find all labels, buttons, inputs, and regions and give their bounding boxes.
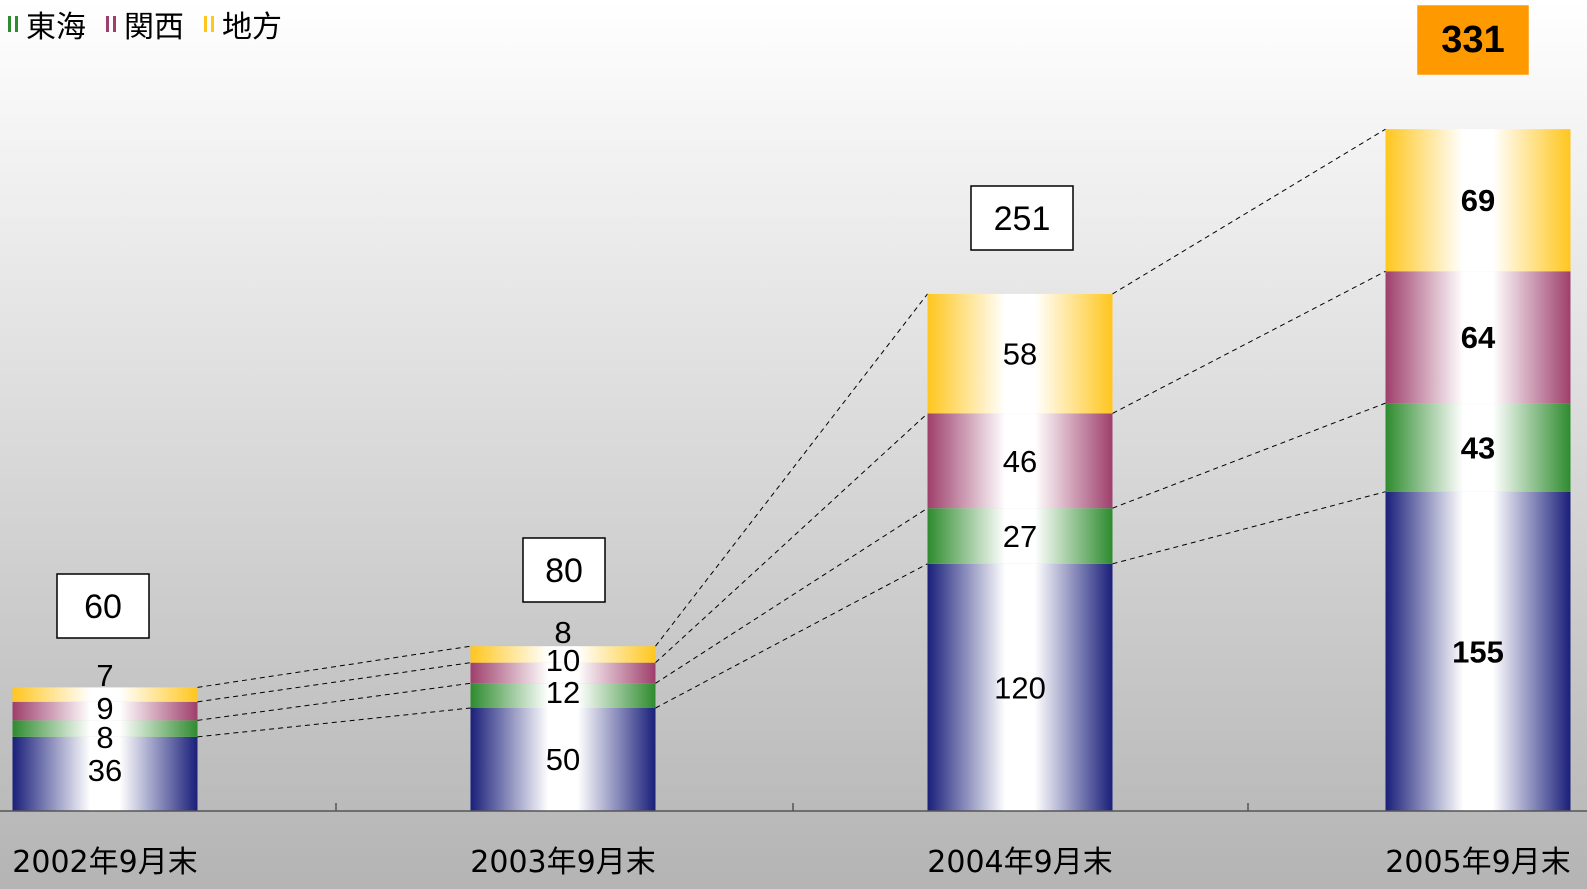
total-label-3: 251 xyxy=(994,200,1051,238)
connector-chiho-3 xyxy=(1112,128,1386,295)
value-label-kansai-2: 10 xyxy=(546,643,580,678)
value-label-chiho-3: 58 xyxy=(1003,337,1037,372)
legend-swatch-kansai xyxy=(106,16,116,32)
category-label-3: 2004年9月末 xyxy=(927,845,1112,880)
bar-segment-chiho-4 xyxy=(1385,129,1571,272)
value-label-chiho-1: 7 xyxy=(96,658,113,693)
bar-segment-kansai-4 xyxy=(1385,271,1571,404)
bar-segment-tokai-4 xyxy=(1385,403,1571,492)
bars-layer xyxy=(12,129,1571,811)
value-label-tokai-1: 8 xyxy=(96,720,113,755)
value-label-chiho-4: 69 xyxy=(1461,183,1495,218)
value-label-tokai-4: 43 xyxy=(1461,430,1495,465)
value-label-tokai-3: 27 xyxy=(1003,519,1037,554)
connector-base-2 xyxy=(655,563,928,709)
connector-kansai-1 xyxy=(197,662,471,703)
legend-label-kansai: 関西 xyxy=(124,10,184,45)
connector-kansai-2 xyxy=(655,413,928,664)
connector-kansai-3 xyxy=(1112,270,1386,414)
connector-base-1 xyxy=(197,707,471,738)
connector-chiho-2 xyxy=(655,293,928,647)
bar-segment-base-4 xyxy=(1385,491,1571,811)
value-label-base-3: 120 xyxy=(994,670,1046,705)
legend-item-tokai: 東海 xyxy=(8,2,86,46)
connector-base-3 xyxy=(1112,491,1386,565)
value-label-kansai-1: 9 xyxy=(96,691,113,726)
bar-segment-tokai-2 xyxy=(470,683,656,708)
connector-tokai-3 xyxy=(1112,402,1386,509)
bar-segment-base-3 xyxy=(927,563,1113,811)
labels-layer: 36897602002年9月末5012108802003年9月末12027465… xyxy=(12,5,1571,880)
x-axis-ticks xyxy=(335,803,1249,811)
total-box-4 xyxy=(1417,5,1529,75)
legend-swatch-tokai xyxy=(8,16,18,32)
total-box-3 xyxy=(970,185,1074,251)
bar-segment-kansai-3 xyxy=(927,413,1113,509)
total-label-1: 60 xyxy=(84,588,122,626)
category-label-4: 2005年9月末 xyxy=(1385,845,1570,880)
bar-segment-base-2 xyxy=(470,708,656,811)
connector-lines xyxy=(197,128,1386,738)
bar-segment-chiho-1 xyxy=(12,687,198,702)
connector-chiho-1 xyxy=(197,645,471,688)
connector-tokai-1 xyxy=(197,682,471,721)
legend: 東海 関西 地方 xyxy=(8,2,282,46)
category-label-1: 2002年9月末 xyxy=(12,845,197,880)
bar-segment-kansai-1 xyxy=(12,701,198,721)
legend-label-chiho: 地方 xyxy=(222,10,282,45)
bar-segment-kansai-2 xyxy=(470,662,656,684)
value-label-base-1: 36 xyxy=(88,753,122,788)
total-box-2 xyxy=(522,537,606,603)
value-label-tokai-2: 12 xyxy=(546,675,580,710)
bar-segment-chiho-2 xyxy=(470,646,656,663)
category-label-2: 2003年9月末 xyxy=(470,845,655,880)
legend-item-chiho: 地方 xyxy=(204,2,282,46)
value-label-chiho-2: 8 xyxy=(554,615,571,650)
legend-swatch-chiho xyxy=(204,16,214,32)
value-label-base-4: 155 xyxy=(1452,634,1504,669)
legend-label-tokai: 東海 xyxy=(26,10,86,45)
total-label-2: 80 xyxy=(545,552,583,590)
bar-segment-tokai-1 xyxy=(12,720,198,737)
value-label-kansai-3: 46 xyxy=(1003,444,1037,479)
total-label-4: 331 xyxy=(1441,19,1504,61)
bar-segment-base-1 xyxy=(12,736,198,811)
value-label-kansai-4: 64 xyxy=(1461,320,1496,355)
total-box-1 xyxy=(56,573,150,639)
bar-segment-tokai-3 xyxy=(927,508,1113,564)
legend-item-kansai: 関西 xyxy=(106,2,184,46)
value-label-base-2: 50 xyxy=(546,742,580,777)
bar-segment-chiho-3 xyxy=(927,293,1113,414)
